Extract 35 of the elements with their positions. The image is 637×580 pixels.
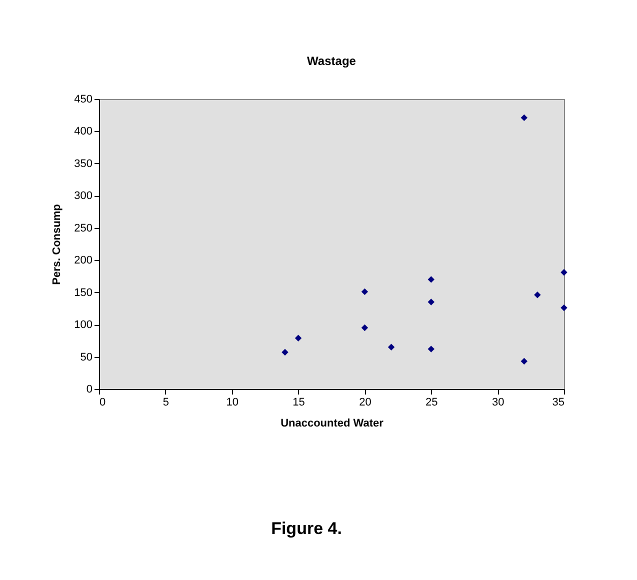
- x-tick-label: 5: [162, 396, 169, 408]
- point: [520, 358, 528, 365]
- point: [428, 298, 434, 306]
- x-tick-label: 25: [426, 396, 438, 408]
- point: [294, 334, 302, 342]
- point: [560, 304, 568, 312]
- x-tick-label: 35: [552, 396, 564, 408]
- x-axis-title: Unaccounted Water: [280, 418, 384, 430]
- point: [534, 292, 541, 298]
- point: [428, 276, 434, 283]
- y-tick-label: 0: [86, 384, 92, 396]
- y-tick-label: 200: [74, 254, 92, 267]
- y-tick-label: 300: [74, 190, 92, 202]
- x-tick-label: 20: [359, 396, 372, 408]
- y-tick-label: 400: [74, 126, 92, 138]
- point: [428, 346, 434, 352]
- y-tick-label: 100: [74, 319, 92, 332]
- y-tick-label: 250: [74, 222, 92, 234]
- y-tick-label: 50: [80, 351, 92, 364]
- x-tick-label: 0: [100, 396, 106, 408]
- point: [388, 344, 395, 350]
- chart-title: Wastage: [307, 54, 356, 68]
- point: [361, 324, 368, 332]
- point: [282, 348, 288, 356]
- x-tick-label: 15: [292, 396, 305, 408]
- point: [361, 288, 368, 296]
- y-tick-label: 350: [74, 158, 92, 170]
- y-tick-label: 150: [74, 286, 92, 299]
- y-axis-title: Pers. Consump: [51, 204, 64, 285]
- point: [520, 114, 528, 122]
- caption: Figure 4.: [271, 519, 342, 538]
- x-tick-label: 30: [492, 396, 504, 408]
- x-tick-label: 10: [226, 396, 238, 408]
- point: [560, 269, 568, 276]
- y-tick-label: 450: [74, 94, 92, 106]
